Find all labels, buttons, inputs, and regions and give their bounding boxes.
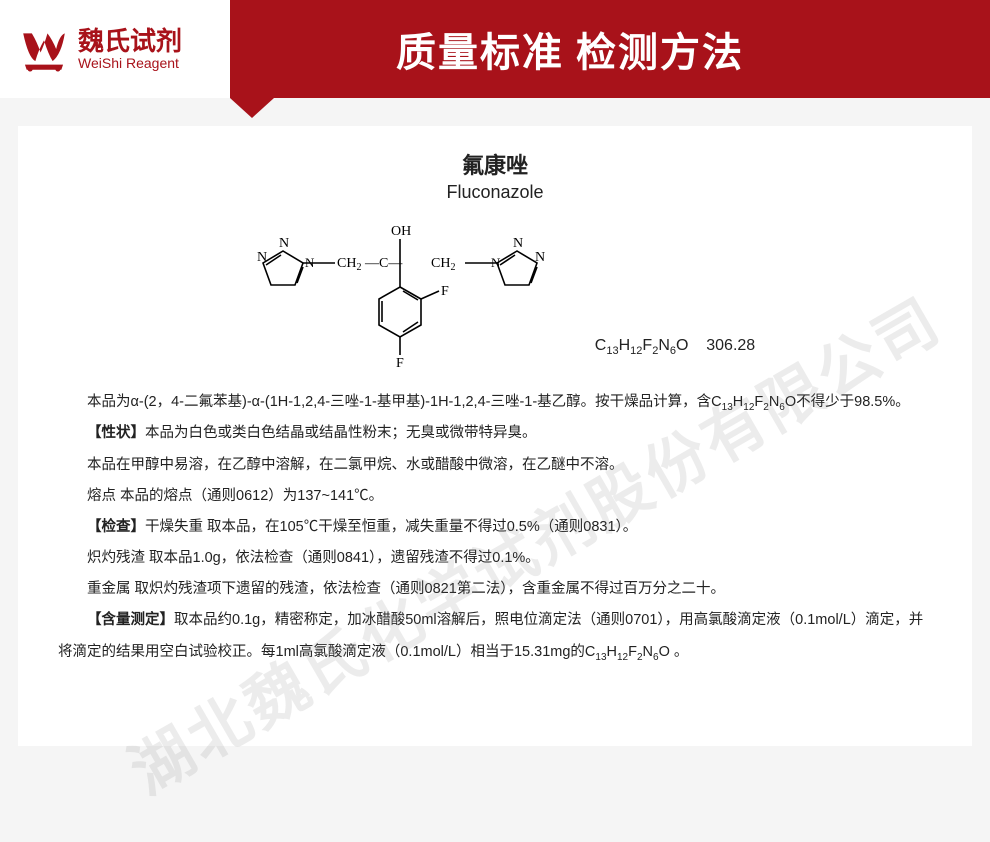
intro-line: 本品为α-(2，4-二氟苯基)-α-(1H-1,2,4-三唑-1-基甲基)-1H… (58, 387, 932, 418)
chemical-structure: N N N N N N OH CH2 —C— CH2 F F (235, 209, 565, 369)
svg-text:N: N (279, 236, 289, 251)
compound-header: 氟康唑 Fluconazole (58, 148, 932, 203)
header-title: 质量标准 检测方法 (230, 20, 990, 78)
test-drying-line: 【检查】干燥失重 取本品，在105℃干燥至恒重，减失重量不得过0.5%（通则08… (58, 512, 932, 543)
svg-text:—C—: —C— (364, 256, 403, 271)
compound-name-cn: 氟康唑 (58, 148, 932, 180)
logo-area: 魏氏试剂 WeiShi Reagent (0, 0, 230, 98)
svg-text:CH2: CH2 (337, 256, 361, 273)
logo-icon (18, 23, 70, 75)
svg-text:N: N (305, 255, 315, 270)
compound-name-en: Fluconazole (58, 182, 932, 203)
character-label: 【性状】 (87, 425, 145, 441)
solubility-line: 本品在甲醇中易溶，在乙醇中溶解，在二氯甲烷、水或醋酸中微溶，在乙醚中不溶。 (58, 450, 932, 481)
svg-text:OH: OH (391, 224, 411, 239)
logo-text-block: 魏氏试剂 WeiShi Reagent (78, 27, 182, 71)
character-line: 【性状】本品为白色或类白色结晶或结晶性粉末；无臭或微带特异臭。 (58, 418, 932, 449)
svg-text:F: F (396, 356, 404, 369)
heavy-metal-line: 重金属 取炽灼残渣项下遗留的残渣，依法检查（通则0821第二法），含重金属不得过… (58, 574, 932, 605)
header-banner: 魏氏试剂 WeiShi Reagent 质量标准 检测方法 (0, 0, 990, 98)
banner-notch (230, 98, 274, 118)
logo-text-en: WeiShi Reagent (78, 56, 182, 71)
content-card: 湖北魏氏化学试剂股份有限公司 氟康唑 Fluconazole (18, 126, 972, 746)
body-text: 本品为α-(2，4-二氟苯基)-α-(1H-1,2,4-三唑-1-基甲基)-1H… (58, 387, 932, 668)
test-label: 【检查】 (87, 519, 145, 535)
svg-text:N: N (257, 250, 267, 265)
molecular-weight: 306.28 (706, 337, 755, 354)
assay-label: 【含量测定】 (87, 612, 174, 628)
svg-text:CH2: CH2 (431, 256, 455, 273)
logo-text-cn: 魏氏试剂 (78, 27, 182, 56)
svg-text:F: F (441, 284, 449, 299)
svg-text:N: N (513, 236, 523, 251)
assay-line: 【含量测定】取本品约0.1g，精密称定，加冰醋酸50ml溶解后，照电位滴定法（通… (58, 605, 932, 668)
molecular-formula: C13H12F2N6O 306.28 (595, 337, 755, 369)
structure-row: N N N N N N OH CH2 —C— CH2 F F C13H12 (58, 209, 932, 369)
residue-line: 炽灼残渣 取本品1.0g，依法检查（通则0841），遗留残渣不得过0.1%。 (58, 543, 932, 574)
svg-text:N: N (491, 255, 501, 270)
melting-point-line: 熔点 本品的熔点（通则0612）为137~141℃。 (58, 481, 932, 512)
content-wrap: 湖北魏氏化学试剂股份有限公司 氟康唑 Fluconazole (0, 98, 990, 746)
svg-text:N: N (535, 250, 545, 265)
